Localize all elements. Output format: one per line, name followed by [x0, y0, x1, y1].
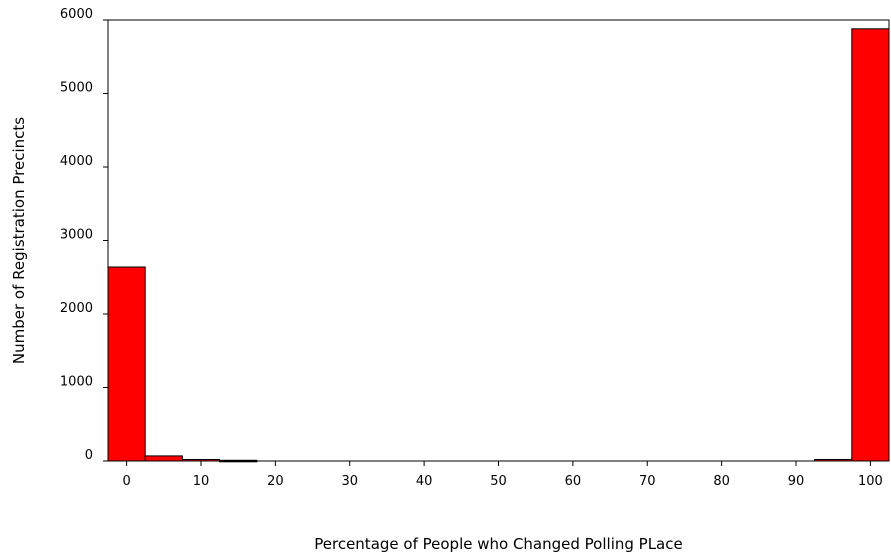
x-axis-title: Percentage of People who Changed Polling…	[314, 535, 682, 553]
x-tick-label: 90	[788, 474, 805, 489]
x-tick-label: 60	[565, 474, 582, 489]
histogram-bar-1	[144, 455, 183, 462]
y-axis-ticks: 0 1000 2000 3000 4000 5000 6000	[60, 7, 108, 463]
x-tick-label: 0	[122, 474, 130, 489]
x-tick-label: 10	[193, 474, 210, 489]
y-tick-label: 0	[85, 448, 93, 463]
x-tick-label: 20	[267, 474, 284, 489]
y-tick-label: 3000	[60, 228, 93, 243]
bars-group	[107, 28, 890, 463]
x-tick-label: 50	[490, 474, 507, 489]
x-tick-label: 40	[416, 474, 433, 489]
y-tick-label: 6000	[60, 7, 93, 22]
x-axis-ticks: 0 10 20 30 40 50 60 70 80 90 100	[122, 461, 883, 489]
x-tick-label: 80	[713, 474, 730, 489]
y-tick-label: 1000	[60, 375, 93, 390]
histogram-bar-20	[851, 28, 890, 462]
x-tick-label: 100	[858, 474, 883, 489]
x-tick-label: 30	[341, 474, 358, 489]
plot-area-frame	[107, 19, 890, 462]
y-axis-title: Number of Registration Precincts	[10, 117, 28, 364]
y-tick-label: 2000	[60, 301, 93, 316]
y-tick-label: 5000	[60, 81, 93, 96]
histogram-bar-0	[107, 266, 146, 462]
x-tick-label: 70	[639, 474, 656, 489]
y-tick-label: 4000	[60, 154, 93, 169]
